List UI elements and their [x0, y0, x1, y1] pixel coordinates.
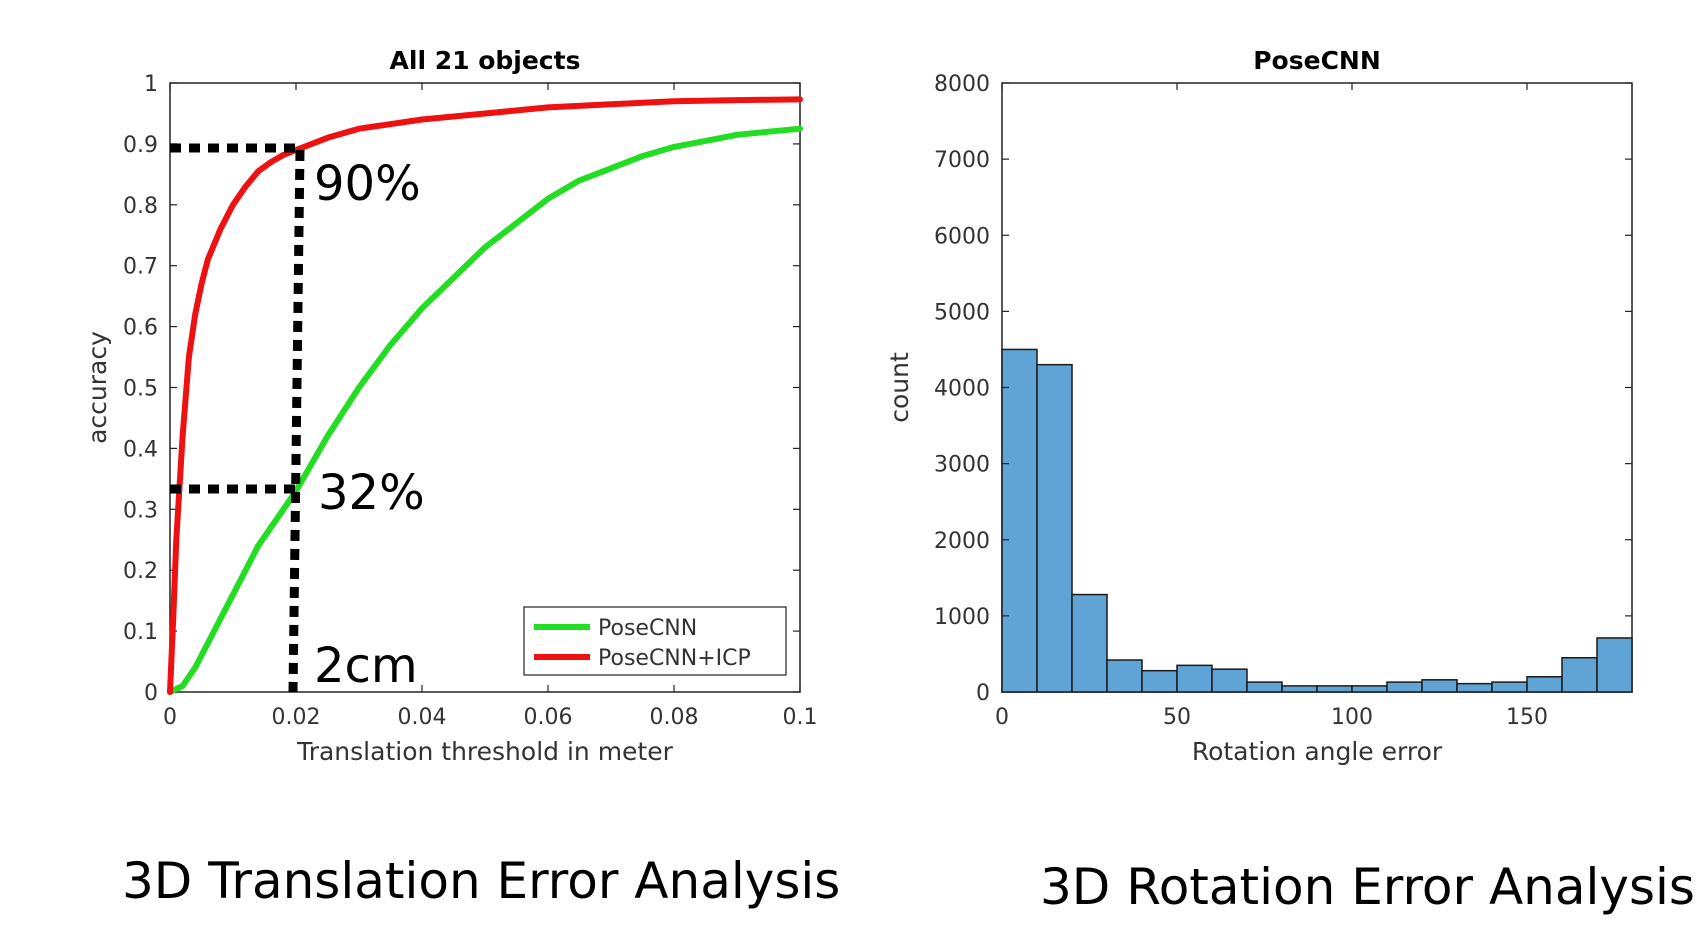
- x-tick-label: 0.08: [650, 705, 699, 730]
- y-tick-label: 0.8: [123, 194, 158, 219]
- y-tick-label: 0: [976, 681, 990, 706]
- guide-line-vertical: [288, 149, 305, 693]
- plot-area: [1001, 82, 1633, 693]
- x-tick-label: 0.02: [272, 705, 321, 730]
- annotation-32-percent: 32%: [318, 465, 425, 521]
- y-axis-label: accuracy: [83, 331, 112, 444]
- legend-label-posecnn: PoseCNN: [598, 616, 697, 641]
- x-tick-label: 0.1: [783, 705, 818, 730]
- translation-accuracy-chart: 0 0.02 0.04 0.06 0.08 0.1 0 0.1 0.2 0.3 0.4 0.5 0.6 0…: [83, 46, 818, 766]
- histogram-bar: [1141, 669, 1178, 693]
- x-tick-label: 50: [1163, 705, 1191, 730]
- y-tick-label: 8000: [934, 72, 990, 97]
- histogram-bar: [1211, 668, 1248, 693]
- y-tick-label: 0.5: [123, 377, 158, 402]
- histogram-bar: [1596, 637, 1633, 693]
- legend-label-posecnn-icp: PoseCNN+ICP: [598, 646, 751, 671]
- y-tick-label: 0.7: [123, 255, 158, 280]
- posecnn-series-line: [167, 125, 803, 695]
- y-tick-label: 0.6: [123, 316, 158, 341]
- plot-area: [169, 82, 801, 693]
- y-axis-label: count: [885, 352, 914, 423]
- histogram-bar: [1106, 659, 1143, 693]
- histogram-bar: [1386, 681, 1423, 693]
- y-tick-label: 0.3: [123, 498, 158, 523]
- histogram-bar: [1246, 681, 1283, 693]
- y-tick-label: 6000: [934, 224, 990, 249]
- y-tick-label: 0: [144, 681, 158, 706]
- chart-title: PoseCNN: [1253, 46, 1381, 75]
- histogram-bar: [1071, 593, 1108, 693]
- histogram-bar: [1351, 685, 1388, 693]
- x-tick-label: 0.06: [524, 705, 573, 730]
- y-tick-label: 0.2: [123, 559, 158, 584]
- histogram-bar: [1176, 664, 1213, 693]
- y-tick-label: 3000: [934, 453, 990, 478]
- histogram-bar: [1561, 656, 1598, 693]
- y-tick-label: 1000: [934, 605, 990, 630]
- rotation-histogram-chart: 0 50 100 150 0 1000 2000 3000 4000 5000 6000 7000 80…: [885, 46, 1633, 766]
- caption-rotation-analysis: 3D Rotation Error Analysis: [1040, 858, 1695, 916]
- histogram-bar: [1036, 363, 1073, 693]
- histogram-bar: [1001, 348, 1038, 693]
- x-tick-label: 100: [1331, 705, 1373, 730]
- histogram-bar: [1281, 685, 1318, 693]
- y-tick-label: 5000: [934, 300, 990, 325]
- caption-translation-analysis: 3D Translation Error Analysis: [122, 852, 841, 910]
- annotation-90-percent: 90%: [314, 156, 421, 212]
- histogram-bar: [1421, 679, 1458, 693]
- x-tick-label: 0: [163, 705, 177, 730]
- y-tick-label: 0.9: [123, 133, 158, 158]
- y-tick-label: 2000: [934, 529, 990, 554]
- x-axis-label: Translation threshold in meter: [296, 737, 674, 766]
- y-tick-label: 0.1: [123, 620, 158, 645]
- x-tick-label: 150: [1506, 705, 1548, 730]
- y-tick-label: 7000: [934, 148, 990, 173]
- histogram-bar: [1456, 682, 1493, 693]
- y-tick-label: 1: [144, 72, 158, 97]
- annotation-2cm: 2cm: [314, 638, 418, 694]
- chart-title: All 21 objects: [390, 46, 581, 75]
- histogram-bar: [1491, 681, 1528, 693]
- histogram-bar: [1316, 685, 1353, 693]
- y-tick-label: 0.4: [123, 437, 158, 462]
- x-tick-label: 0.04: [398, 705, 447, 730]
- posecnn-icp-series-line: [167, 96, 803, 695]
- y-tick-label: 4000: [934, 377, 990, 402]
- x-axis-label: Rotation angle error: [1192, 737, 1443, 766]
- legend-box: [523, 606, 787, 676]
- x-tick-label: 0: [995, 705, 1009, 730]
- histogram-bar: [1526, 676, 1563, 693]
